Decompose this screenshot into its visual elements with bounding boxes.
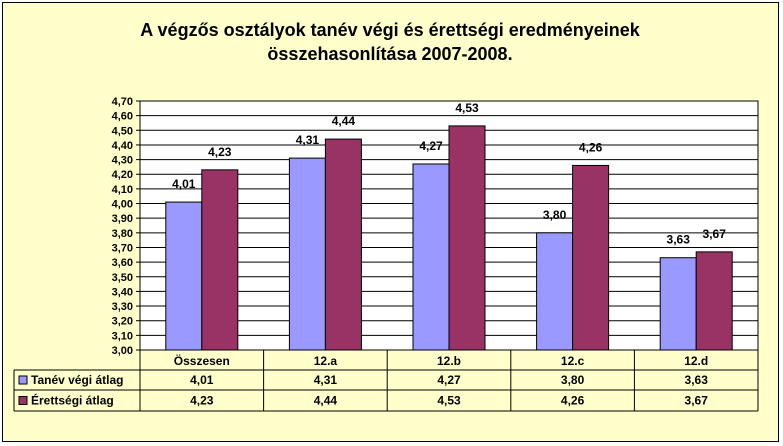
y-tick-label: 4,60 (112, 111, 133, 123)
data-label: 4,53 (455, 101, 479, 115)
category-label: 12.a (314, 354, 338, 368)
data-label: 4,26 (579, 140, 603, 154)
table-value: 4,31 (314, 373, 338, 387)
data-label: 4,23 (208, 145, 232, 159)
plot-border (139, 100, 759, 351)
y-tick-label: 3,50 (112, 272, 133, 284)
y-tick-label: 3,90 (112, 213, 133, 225)
table-value: 4,27 (437, 373, 461, 387)
y-tick-label: 3,60 (112, 257, 133, 269)
y-tick-label: 3,10 (112, 330, 133, 342)
legend-key (18, 396, 28, 405)
data-label: 4,44 (332, 114, 356, 128)
y-tick-label: 3,70 (112, 242, 133, 254)
y-tick-label: 4,00 (112, 199, 133, 211)
y-tick-label: 4,10 (112, 184, 133, 196)
table-value: 4,53 (437, 394, 461, 408)
bar (288, 157, 326, 351)
category-label: 12.c (561, 354, 585, 368)
y-tick-label: 3,20 (112, 316, 133, 328)
data-label: 3,80 (543, 208, 567, 222)
legend-key (18, 375, 28, 385)
table-value: 3,67 (685, 394, 709, 408)
y-tick-label: 3,00 (112, 345, 133, 357)
bar (536, 232, 574, 351)
bar (659, 257, 697, 351)
y-tick-label: 4,40 (112, 140, 133, 152)
data-label: 3,63 (667, 233, 691, 247)
y-tick-label: 3,80 (112, 228, 133, 240)
data-label: 4,01 (172, 177, 196, 191)
bar (201, 169, 239, 351)
y-tick-label: 4,30 (112, 155, 133, 167)
table-value: 4,01 (190, 373, 214, 387)
y-tick-label: 3,40 (112, 286, 133, 298)
y-tick-label: 4,50 (112, 125, 133, 137)
bar (448, 125, 486, 351)
y-tick-label: 4,20 (112, 169, 133, 181)
y-tick-label: 4,70 (112, 96, 133, 108)
table-value: 4,23 (190, 394, 214, 408)
bar (412, 163, 450, 351)
data-label: 4,27 (419, 139, 443, 153)
bar (324, 138, 362, 351)
category-label: 12.b (437, 354, 461, 368)
table-value: 3,63 (685, 373, 709, 387)
table-value: 3,80 (561, 373, 585, 387)
data-label: 4,31 (296, 133, 320, 147)
chart-title-line-1: A végzős osztályok tanév végi és érettsé… (140, 20, 640, 40)
chart-title-line-2: összehasonlítása 2007-2008. (267, 44, 513, 64)
legend-label: Tanév végi átlag (31, 373, 123, 387)
bar (165, 201, 203, 351)
legend-label: Érettségi átlag (31, 393, 114, 408)
table-value: 4,26 (561, 394, 585, 408)
category-label: 12.d (684, 354, 708, 368)
y-tick-label: 3,30 (112, 301, 133, 313)
chart-title: A végzős osztályok tanév végi és érettsé… (60, 18, 720, 66)
category-label: Összesen (174, 353, 230, 368)
table-value: 4,44 (314, 394, 338, 408)
data-label: 3,67 (703, 227, 727, 241)
bar (572, 164, 610, 351)
bar (695, 251, 733, 351)
